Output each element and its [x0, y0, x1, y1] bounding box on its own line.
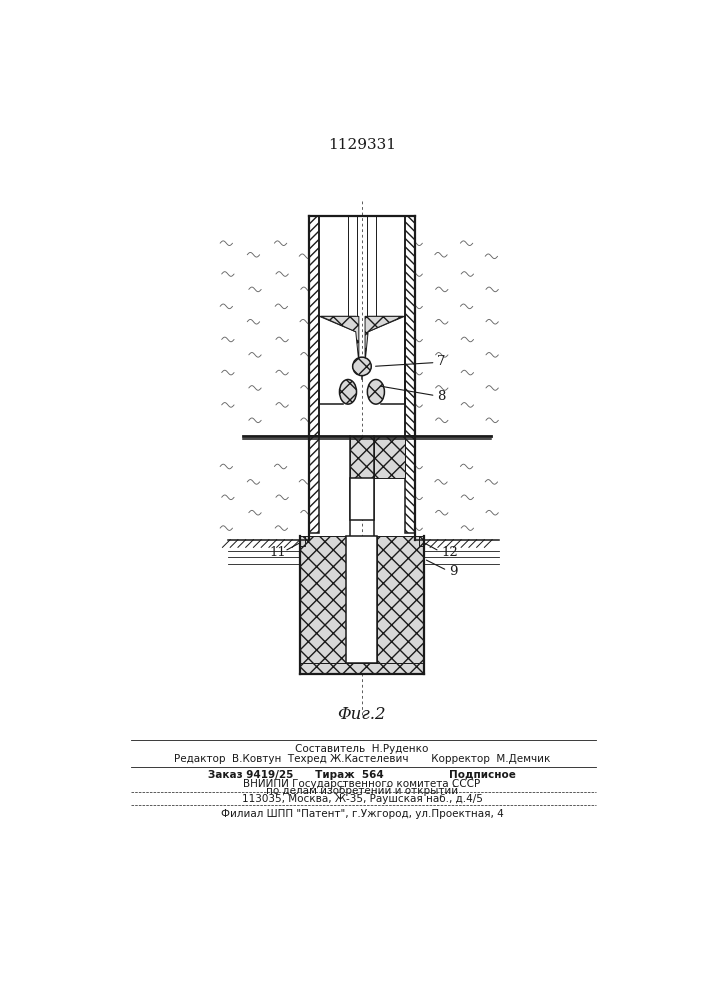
- Bar: [346, 536, 378, 663]
- Text: ВНИИПИ Государственного комитета СССР: ВНИИПИ Государственного комитета СССР: [243, 779, 481, 789]
- Text: Φиг.2: Φиг.2: [338, 706, 386, 723]
- Text: 12: 12: [441, 546, 457, 559]
- Polygon shape: [378, 536, 424, 663]
- Bar: [309, 216, 320, 436]
- Polygon shape: [365, 316, 403, 363]
- Text: 1129331: 1129331: [328, 138, 396, 152]
- Bar: [351, 478, 373, 520]
- Polygon shape: [300, 663, 424, 674]
- Text: 8: 8: [437, 390, 445, 403]
- Text: 9: 9: [449, 565, 457, 578]
- Text: Редактор  В.Ковтун  Техред Ж.Кастелевич       Корректор  М.Демчик: Редактор В.Ковтун Техред Ж.Кастелевич Ко…: [174, 754, 550, 764]
- Polygon shape: [300, 536, 346, 663]
- Text: 7: 7: [437, 355, 445, 368]
- Bar: [309, 436, 320, 533]
- Polygon shape: [321, 316, 359, 363]
- Bar: [404, 216, 414, 436]
- Text: 113035, Москва, Ж-35, Раушская наб., д.4/5: 113035, Москва, Ж-35, Раушская наб., д.4…: [242, 794, 482, 804]
- Polygon shape: [300, 536, 305, 546]
- Bar: [404, 436, 414, 533]
- Polygon shape: [368, 316, 404, 332]
- Text: Заказ 9419/25      Тираж  564                  Подписное: Заказ 9419/25 Тираж 564 Подписное: [208, 770, 516, 780]
- Bar: [373, 436, 404, 478]
- Polygon shape: [320, 316, 356, 332]
- Text: Филиал ШПП "Патент", г.Ужгород, ул.Проектная, 4: Филиал ШПП "Патент", г.Ужгород, ул.Проек…: [221, 809, 503, 819]
- Ellipse shape: [368, 379, 385, 404]
- Text: по делам изобретений и открытий: по делам изобретений и открытий: [266, 786, 458, 796]
- Bar: [351, 436, 381, 478]
- Text: Составитель  Н.Руденко: Составитель Н.Руденко: [296, 744, 428, 754]
- Ellipse shape: [353, 357, 371, 376]
- Polygon shape: [419, 536, 424, 546]
- Ellipse shape: [339, 379, 356, 404]
- Text: 11: 11: [269, 546, 286, 559]
